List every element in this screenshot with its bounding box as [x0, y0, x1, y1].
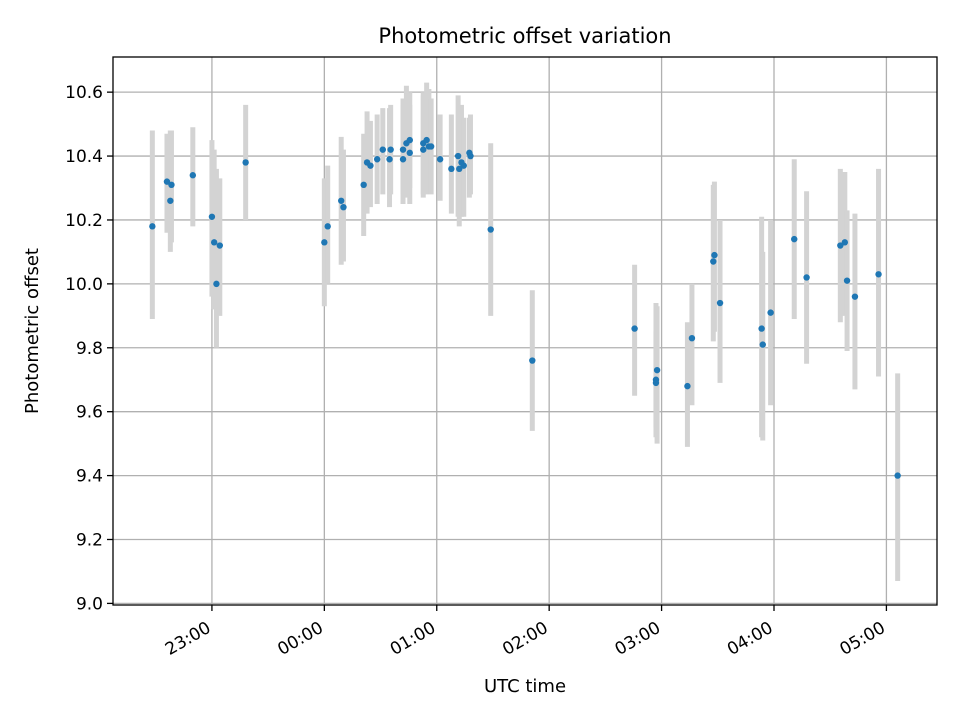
y-tick-label: 9.8 — [76, 339, 103, 359]
data-point — [487, 226, 494, 233]
data-point — [340, 203, 347, 211]
data-point — [529, 357, 536, 364]
data-point — [456, 165, 463, 173]
data-point — [242, 159, 249, 166]
y-tick-label: 10.4 — [65, 147, 103, 167]
data-point — [189, 172, 197, 179]
data-point — [803, 274, 810, 281]
data-point — [324, 223, 331, 230]
y-tick-label: 10.6 — [65, 83, 103, 103]
data-point — [168, 181, 175, 189]
data-point — [427, 143, 435, 150]
data-point — [716, 299, 724, 307]
data-point — [149, 223, 156, 230]
data-point — [423, 136, 430, 144]
y-tick-label: 10.0 — [65, 275, 103, 295]
data-point — [216, 242, 223, 249]
data-point — [386, 156, 393, 163]
x-tick-label: 03:00 — [612, 618, 664, 660]
point-layer — [149, 136, 901, 479]
data-point — [875, 271, 882, 278]
data-point — [759, 341, 766, 348]
data-point — [454, 152, 462, 160]
data-point — [213, 280, 220, 288]
data-point — [373, 156, 381, 163]
data-point — [758, 325, 765, 332]
y-tick-label: 9.2 — [76, 530, 103, 550]
data-point — [360, 181, 367, 189]
data-point — [711, 251, 718, 259]
plot-frame — [112, 56, 938, 606]
x-axis-label: UTC time — [484, 676, 566, 697]
data-point — [894, 472, 901, 479]
data-point — [460, 162, 467, 169]
data-point — [791, 235, 798, 243]
x-tick-label: 05:00 — [836, 618, 888, 660]
x-tick-label: 00:00 — [274, 618, 326, 660]
y-axis-label: Photometric offset — [22, 248, 43, 414]
data-point — [420, 146, 427, 153]
data-point — [367, 162, 374, 169]
data-point — [467, 152, 474, 160]
data-point — [321, 239, 328, 246]
data-point — [406, 136, 413, 144]
x-tick-label: 04:00 — [724, 618, 776, 660]
data-point — [387, 146, 394, 153]
data-point — [399, 146, 407, 153]
x-axis-ticks: 23:00 00:00 01:00 02:00 03:00 04:00 05:00 — [162, 605, 889, 660]
data-point — [652, 376, 660, 383]
errorbar-layer — [149, 82, 901, 582]
grid-layer — [113, 57, 937, 605]
data-point — [767, 309, 774, 316]
data-point — [379, 146, 386, 153]
data-point — [837, 242, 844, 249]
data-point — [338, 197, 345, 204]
x-tick-label: 23:00 — [162, 618, 214, 660]
data-point — [851, 293, 859, 300]
data-point — [631, 325, 638, 332]
data-point — [163, 178, 171, 185]
data-point — [653, 366, 661, 374]
data-point — [710, 258, 717, 265]
data-point — [406, 149, 413, 157]
y-tick-label: 9.4 — [76, 467, 103, 487]
data-point — [399, 156, 407, 163]
data-point — [448, 165, 455, 173]
y-tick-label: 9.0 — [76, 594, 103, 614]
data-point — [167, 197, 174, 204]
x-tick-label: 02:00 — [499, 618, 551, 660]
data-point — [688, 334, 696, 342]
y-axis-ticks: 9.0 9.2 9.4 9.6 9.8 10.0 10.2 10.4 10.6 — [65, 83, 113, 614]
data-point — [841, 239, 849, 246]
x-tick-label: 01:00 — [387, 618, 439, 660]
data-point — [208, 213, 216, 220]
data-point — [436, 156, 444, 163]
y-tick-label: 9.6 — [76, 403, 103, 423]
chart-title: Photometric offset variation — [378, 24, 671, 48]
y-tick-label: 10.2 — [65, 211, 103, 231]
data-point — [210, 239, 218, 246]
data-point — [684, 382, 691, 390]
data-point — [843, 277, 851, 284]
